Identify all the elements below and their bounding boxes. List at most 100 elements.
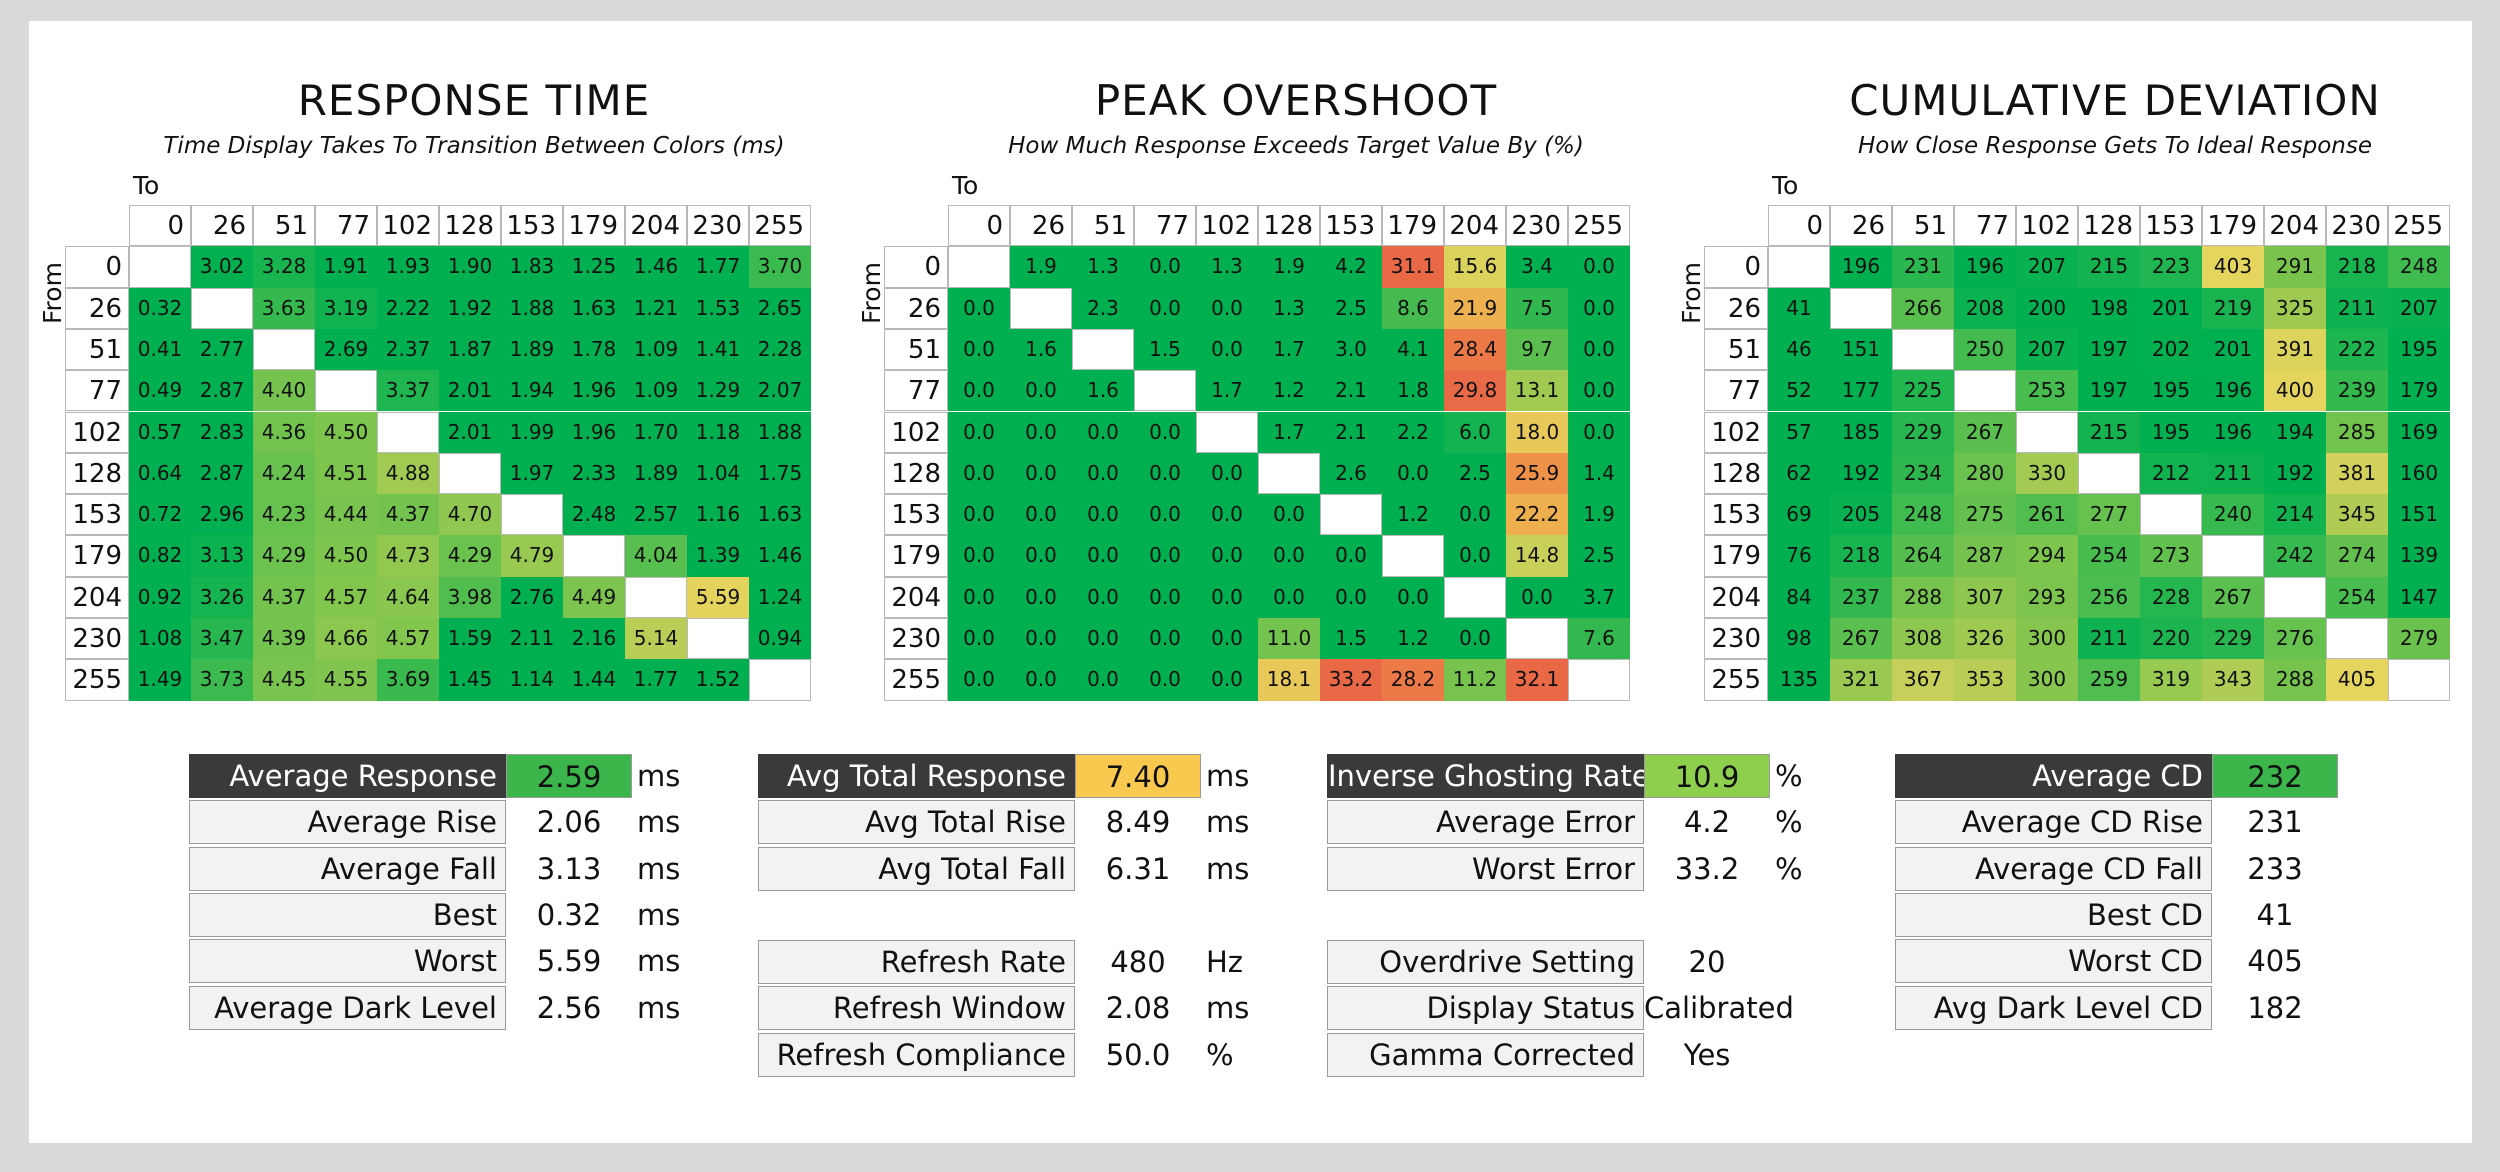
data-cell: 15.6	[1444, 246, 1506, 288]
data-cell: 2.01	[439, 411, 501, 453]
data-cell: 196	[2202, 370, 2264, 412]
diagonal-cell	[191, 287, 253, 329]
data-cell: 0.0	[1196, 535, 1258, 577]
col-header-179: 179	[563, 205, 625, 247]
data-cell: 285	[2326, 411, 2388, 453]
stat-unit: ms	[637, 990, 681, 1025]
data-cell: 1.8	[1382, 370, 1444, 412]
stat-row-cd: Average CD 232	[1895, 754, 2495, 798]
data-cell: 1.6	[1010, 328, 1072, 371]
data-cell: 192	[2264, 452, 2326, 495]
data-cell: 0.0	[948, 494, 1010, 536]
stat-row-settings: Overdrive Setting 20	[1327, 940, 1927, 984]
col-header-204: 204	[1444, 205, 1506, 247]
data-cell: 223	[2140, 246, 2202, 288]
col-header-179: 179	[1382, 205, 1444, 247]
data-cell: 2.33	[563, 452, 625, 495]
col-header-26: 26	[1010, 205, 1072, 247]
diagonal-cell	[2202, 535, 2264, 577]
data-cell: 192	[1830, 452, 1892, 495]
col-header-0: 0	[129, 205, 191, 247]
data-cell: 1.18	[687, 411, 749, 453]
data-cell: 207	[2016, 246, 2078, 288]
row-header-255: 255	[1704, 659, 1768, 701]
data-cell: 2.57	[625, 494, 687, 536]
data-cell: 3.47	[191, 618, 253, 660]
stat-value: 41	[2256, 897, 2294, 932]
from-axis-label-2: From	[1677, 262, 1706, 324]
data-cell: 3.19	[315, 287, 377, 329]
data-cell: 1.63	[749, 494, 811, 536]
data-cell: 3.26	[191, 576, 253, 618]
data-cell: 0.32	[129, 287, 191, 329]
col-header-77: 77	[1954, 205, 2016, 247]
data-cell: 1.75	[749, 452, 811, 495]
data-cell: 3.02	[191, 246, 253, 288]
data-cell: 300	[2016, 618, 2078, 660]
data-cell: 4.23	[253, 494, 315, 536]
stat-row-cd: Best CD 41	[1895, 892, 2495, 937]
data-cell: 0.0	[1382, 452, 1444, 495]
data-cell: 239	[2326, 370, 2388, 412]
data-cell: 259	[2078, 659, 2140, 701]
diagonal-cell	[1830, 287, 1892, 329]
col-header-102: 102	[2016, 205, 2078, 247]
stat-label: Refresh Window	[758, 986, 1075, 1031]
data-cell: 0.0	[1010, 618, 1072, 660]
data-cell: 139	[2388, 535, 2450, 577]
stat-value: 232	[2212, 754, 2338, 798]
data-cell: 319	[2140, 659, 2202, 701]
row-header-179: 179	[65, 535, 129, 577]
row-header-153: 153	[1704, 494, 1768, 536]
data-cell: 0.0	[1196, 494, 1258, 536]
data-cell: 215	[2078, 411, 2140, 453]
data-cell: 4.37	[377, 494, 439, 536]
data-cell: 1.25	[563, 246, 625, 288]
data-cell: 1.87	[439, 328, 501, 371]
stat-value: 2.56	[536, 990, 602, 1025]
stat-row-response: Worst 5.59 ms	[189, 939, 789, 984]
data-cell: 280	[1954, 452, 2016, 495]
col-header-255: 255	[749, 205, 811, 247]
stat-unit: %	[1775, 759, 1803, 793]
data-cell: 1.41	[687, 328, 749, 371]
data-cell: 0.0	[1196, 618, 1258, 660]
col-header-51: 51	[253, 205, 315, 247]
data-cell: 0.0	[1568, 246, 1630, 288]
diagonal-cell	[2078, 452, 2140, 495]
diagonal-cell	[749, 659, 811, 701]
stat-value: 3.13	[536, 851, 602, 886]
data-cell: 4.73	[377, 535, 439, 577]
stat-row-response: Average Dark Level 2.56 ms	[189, 985, 789, 1030]
data-cell: 0.0	[1134, 494, 1196, 536]
data-cell: 211	[2078, 618, 2140, 660]
data-cell: 0.82	[129, 535, 191, 577]
data-cell: 330	[2016, 452, 2078, 495]
data-cell: 288	[1892, 576, 1954, 618]
data-cell: 367	[1892, 659, 1954, 701]
data-cell: 0.0	[948, 452, 1010, 495]
data-cell: 135	[1768, 659, 1830, 701]
data-cell: 29.8	[1444, 370, 1506, 412]
data-cell: 288	[2264, 659, 2326, 701]
row-header-0: 0	[65, 246, 129, 288]
data-cell: 1.83	[501, 246, 563, 288]
data-cell: 28.2	[1382, 659, 1444, 701]
diagonal-cell	[315, 370, 377, 412]
data-cell: 400	[2264, 370, 2326, 412]
data-cell: 0.0	[1506, 576, 1568, 618]
data-cell: 3.0	[1320, 328, 1382, 371]
data-cell: 229	[1892, 411, 1954, 453]
data-cell: 0.0	[1320, 576, 1382, 618]
data-cell: 1.24	[749, 576, 811, 618]
data-cell: 254	[2078, 535, 2140, 577]
data-cell: 4.50	[315, 411, 377, 453]
row-header-153: 153	[65, 494, 129, 536]
data-cell: 0.0	[1568, 328, 1630, 371]
data-cell: 18.0	[1506, 411, 1568, 453]
data-cell: 0.0	[1196, 328, 1258, 371]
data-cell: 248	[2388, 246, 2450, 288]
data-cell: 0.0	[1072, 659, 1134, 701]
diagonal-cell	[377, 411, 439, 453]
data-cell: 261	[2016, 494, 2078, 536]
